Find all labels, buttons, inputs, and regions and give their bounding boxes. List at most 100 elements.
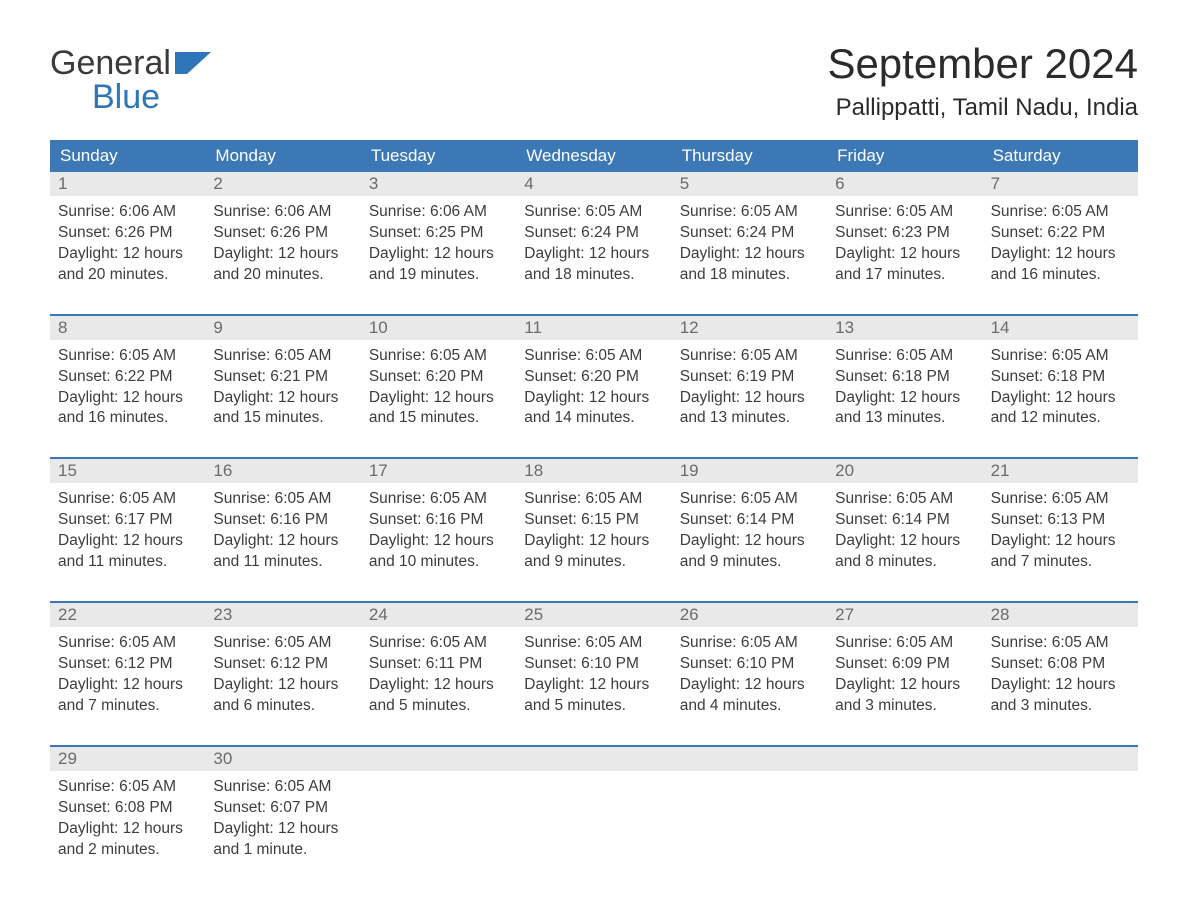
day-number-row: 23 <box>205 603 360 627</box>
sunset-line: Sunset: 6:20 PM <box>524 367 663 388</box>
sunset-line: Sunset: 6:14 PM <box>680 510 819 531</box>
day-number <box>672 747 827 771</box>
day-number: 25 <box>516 603 671 627</box>
daylight-line: Daylight: 12 hours and 4 minutes. <box>680 675 819 717</box>
sunrise-line: Sunrise: 6:06 AM <box>369 202 508 223</box>
calendar-day: 13Sunrise: 6:05 AMSunset: 6:18 PMDayligh… <box>827 316 982 438</box>
day-number <box>827 747 982 771</box>
sunrise-line: Sunrise: 6:05 AM <box>524 633 663 654</box>
weekday-header-row: SundayMondayTuesdayWednesdayThursdayFrid… <box>50 140 1138 172</box>
calendar-week: 29Sunrise: 6:05 AMSunset: 6:08 PMDayligh… <box>50 745 1138 869</box>
day-body: Sunrise: 6:05 AMSunset: 6:21 PMDaylight:… <box>205 340 360 438</box>
day-number-row: 17 <box>361 459 516 483</box>
calendar-day: 12Sunrise: 6:05 AMSunset: 6:19 PMDayligh… <box>672 316 827 438</box>
day-body: Sunrise: 6:05 AMSunset: 6:22 PMDaylight:… <box>50 340 205 438</box>
sunset-line: Sunset: 6:26 PM <box>58 223 197 244</box>
sunset-line: Sunset: 6:24 PM <box>680 223 819 244</box>
calendar-week: 8Sunrise: 6:05 AMSunset: 6:22 PMDaylight… <box>50 314 1138 438</box>
weekday-header: Sunday <box>50 140 205 172</box>
day-number: 8 <box>50 316 205 340</box>
calendar-day: 10Sunrise: 6:05 AMSunset: 6:20 PMDayligh… <box>361 316 516 438</box>
daylight-line: Daylight: 12 hours and 18 minutes. <box>524 244 663 286</box>
calendar-day: 8Sunrise: 6:05 AMSunset: 6:22 PMDaylight… <box>50 316 205 438</box>
day-body <box>827 771 982 785</box>
day-body: Sunrise: 6:05 AMSunset: 6:20 PMDaylight:… <box>516 340 671 438</box>
calendar-day: 19 Sunrise: 6:05 AMSunset: 6:14 PMDayligh… <box>672 459 827 581</box>
day-number: 14 <box>983 316 1138 340</box>
sunset-line: Sunset: 6:22 PM <box>58 367 197 388</box>
daylight-line: Daylight: 12 hours and 14 minutes. <box>524 388 663 430</box>
daylight-line: Daylight: 12 hours and 18 minutes. <box>680 244 819 286</box>
day-number: 13 <box>827 316 982 340</box>
calendar-day: 25Sunrise: 6:05 AMSunset: 6:10 PMDayligh… <box>516 603 671 725</box>
daylight-line: Daylight: 12 hours and 12 minutes. <box>991 388 1130 430</box>
calendar-day: 2Sunrise: 6:06 AMSunset: 6:26 PMDaylight… <box>205 172 360 294</box>
day-body: Sunrise: 6:05 AMSunset: 6:12 PMDaylight:… <box>205 627 360 725</box>
sunset-line: Sunset: 6:24 PM <box>524 223 663 244</box>
daylight-line: Daylight: 12 hours and 17 minutes. <box>835 244 974 286</box>
calendar-day: 27Sunrise: 6:05 AMSunset: 6:09 PMDayligh… <box>827 603 982 725</box>
day-number-row <box>361 747 516 771</box>
day-number: 21 <box>983 459 1138 483</box>
daylight-line: Daylight: 12 hours and 7 minutes. <box>58 675 197 717</box>
day-number-row: 19 <box>672 459 827 483</box>
day-body: Sunrise: 6:05 AMSunset: 6:19 PMDaylight:… <box>672 340 827 438</box>
sunrise-line: Sunrise: 6:05 AM <box>680 633 819 654</box>
day-number-row: 4 <box>516 172 671 196</box>
calendar-day <box>672 747 827 869</box>
calendar-day: 24Sunrise: 6:05 AMSunset: 6:11 PMDayligh… <box>361 603 516 725</box>
day-number-row: 24 <box>361 603 516 627</box>
sunrise-line: Sunrise: 6:05 AM <box>835 202 974 223</box>
day-number: 4 <box>516 172 671 196</box>
day-number-row: 29 <box>50 747 205 771</box>
daylight-line: Daylight: 12 hours and 8 minutes. <box>835 531 974 573</box>
sunset-line: Sunset: 6:20 PM <box>369 367 508 388</box>
sunrise-line: Sunrise: 6:05 AM <box>58 489 197 510</box>
day-body: Sunrise: 6:05 AMSunset: 6:24 PMDaylight:… <box>672 196 827 294</box>
sunrise-line: Sunrise: 6:05 AM <box>58 633 197 654</box>
day-body: Sunrise: 6:05 AMSunset: 6:10 PMDaylight:… <box>672 627 827 725</box>
sunset-line: Sunset: 6:22 PM <box>991 223 1130 244</box>
day-number: 7 <box>983 172 1138 196</box>
day-number-row: 11 <box>516 316 671 340</box>
sunrise-line: Sunrise: 6:05 AM <box>524 346 663 367</box>
sunrise-line: Sunrise: 6:05 AM <box>524 202 663 223</box>
calendar-day: 4 Sunrise: 6:05 AMSunset: 6:24 PMDaylight… <box>516 172 671 294</box>
day-number: 12 <box>672 316 827 340</box>
title-block: September 2024 Pallippatti, Tamil Nadu, … <box>827 40 1138 122</box>
day-number-row: 13 <box>827 316 982 340</box>
sunrise-line: Sunrise: 6:05 AM <box>369 346 508 367</box>
day-number-row: 1 <box>50 172 205 196</box>
day-number-row: 26 <box>672 603 827 627</box>
day-body: Sunrise: 6:06 AMSunset: 6:26 PMDaylight:… <box>50 196 205 294</box>
daylight-line: Daylight: 12 hours and 16 minutes. <box>991 244 1130 286</box>
daylight-line: Daylight: 12 hours and 16 minutes. <box>58 388 197 430</box>
day-body <box>361 771 516 785</box>
daylight-line: Daylight: 12 hours and 9 minutes. <box>680 531 819 573</box>
day-number-row: 6 <box>827 172 982 196</box>
sunrise-line: Sunrise: 6:06 AM <box>58 202 197 223</box>
sunrise-line: Sunrise: 6:05 AM <box>835 489 974 510</box>
day-body <box>672 771 827 785</box>
day-body: Sunrise: 6:05 AMSunset: 6:12 PMDaylight:… <box>50 627 205 725</box>
day-body: Sunrise: 6:05 AMSunset: 6:18 PMDaylight:… <box>827 340 982 438</box>
calendar-week: 22Sunrise: 6:05 AMSunset: 6:12 PMDayligh… <box>50 601 1138 725</box>
weekday-header: Tuesday <box>361 140 516 172</box>
day-number <box>983 747 1138 771</box>
calendar-day: 3Sunrise: 6:06 AMSunset: 6:25 PMDaylight… <box>361 172 516 294</box>
calendar-day: 1Sunrise: 6:06 AMSunset: 6:26 PMDaylight… <box>50 172 205 294</box>
day-number: 26 <box>672 603 827 627</box>
calendar-day: 28Sunrise: 6:05 AMSunset: 6:08 PMDayligh… <box>983 603 1138 725</box>
day-body: Sunrise: 6:05 AMSunset: 6:13 PMDaylight:… <box>983 483 1138 581</box>
day-number-row: 30 <box>205 747 360 771</box>
day-number: 27 <box>827 603 982 627</box>
day-number-row: 15 <box>50 459 205 483</box>
sunrise-line: Sunrise: 6:05 AM <box>680 489 819 510</box>
daylight-line: Daylight: 12 hours and 13 minutes. <box>680 388 819 430</box>
day-number-row <box>983 747 1138 771</box>
calendar-day: 17Sunrise: 6:05 AMSunset: 6:16 PMDayligh… <box>361 459 516 581</box>
calendar-day: 29Sunrise: 6:05 AMSunset: 6:08 PMDayligh… <box>50 747 205 869</box>
weekday-header: Friday <box>827 140 982 172</box>
day-body: Sunrise: 6:05 AMSunset: 6:10 PMDaylight:… <box>516 627 671 725</box>
sunrise-line: Sunrise: 6:05 AM <box>835 346 974 367</box>
